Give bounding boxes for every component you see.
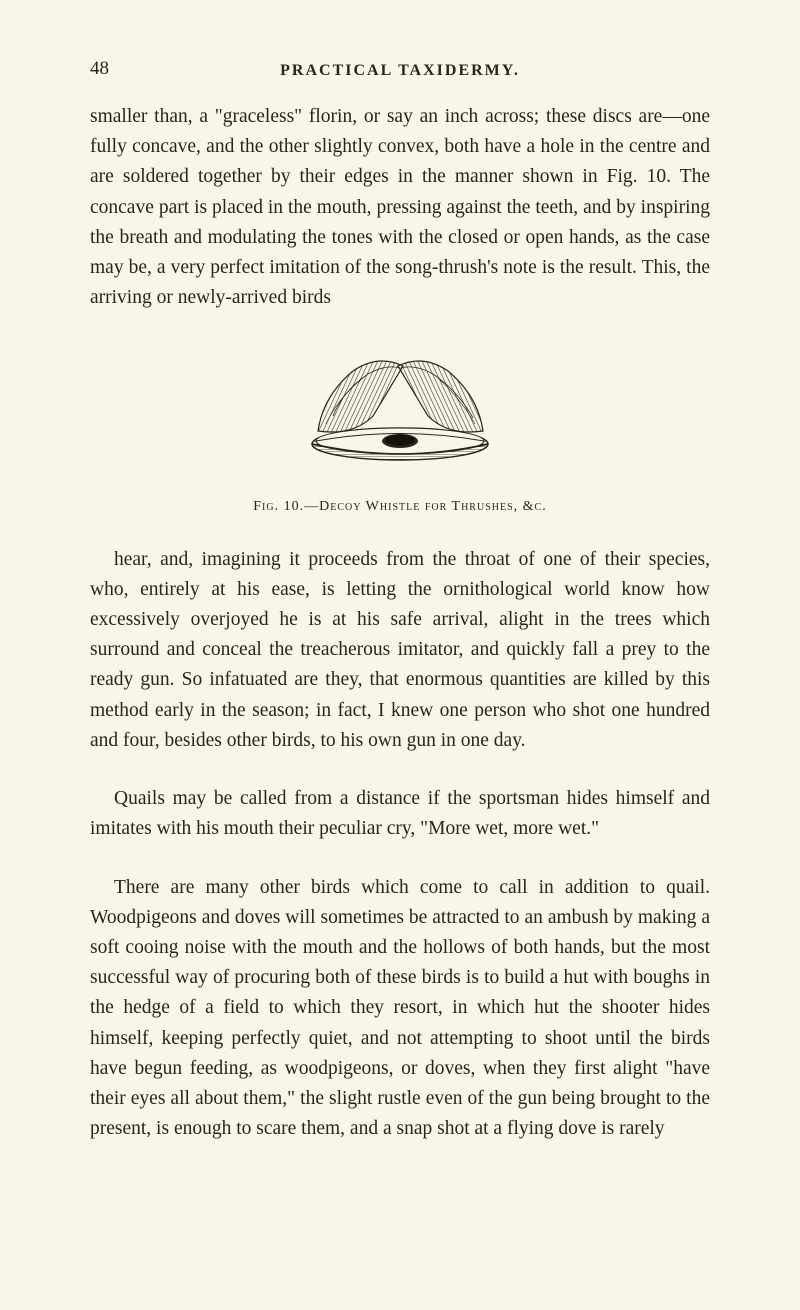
paragraph-3: Quails may be called from a distance if … [90, 784, 710, 844]
paragraph-1: smaller than, a "graceless" florin, or s… [90, 102, 710, 314]
figure-container [90, 344, 710, 479]
paragraph-2: hear, and, imagining it proceeds from th… [90, 545, 710, 757]
page-title: PRACTICAL TAXIDERMY. [90, 62, 710, 80]
decoy-whistle-illustration [290, 344, 510, 474]
paragraph-4: There are many other birds which come to… [90, 873, 710, 1145]
page-number: 48 [90, 58, 109, 80]
figure-caption: Fig. 10.—Decoy Whistle for Thrushes, &c. [90, 499, 710, 515]
